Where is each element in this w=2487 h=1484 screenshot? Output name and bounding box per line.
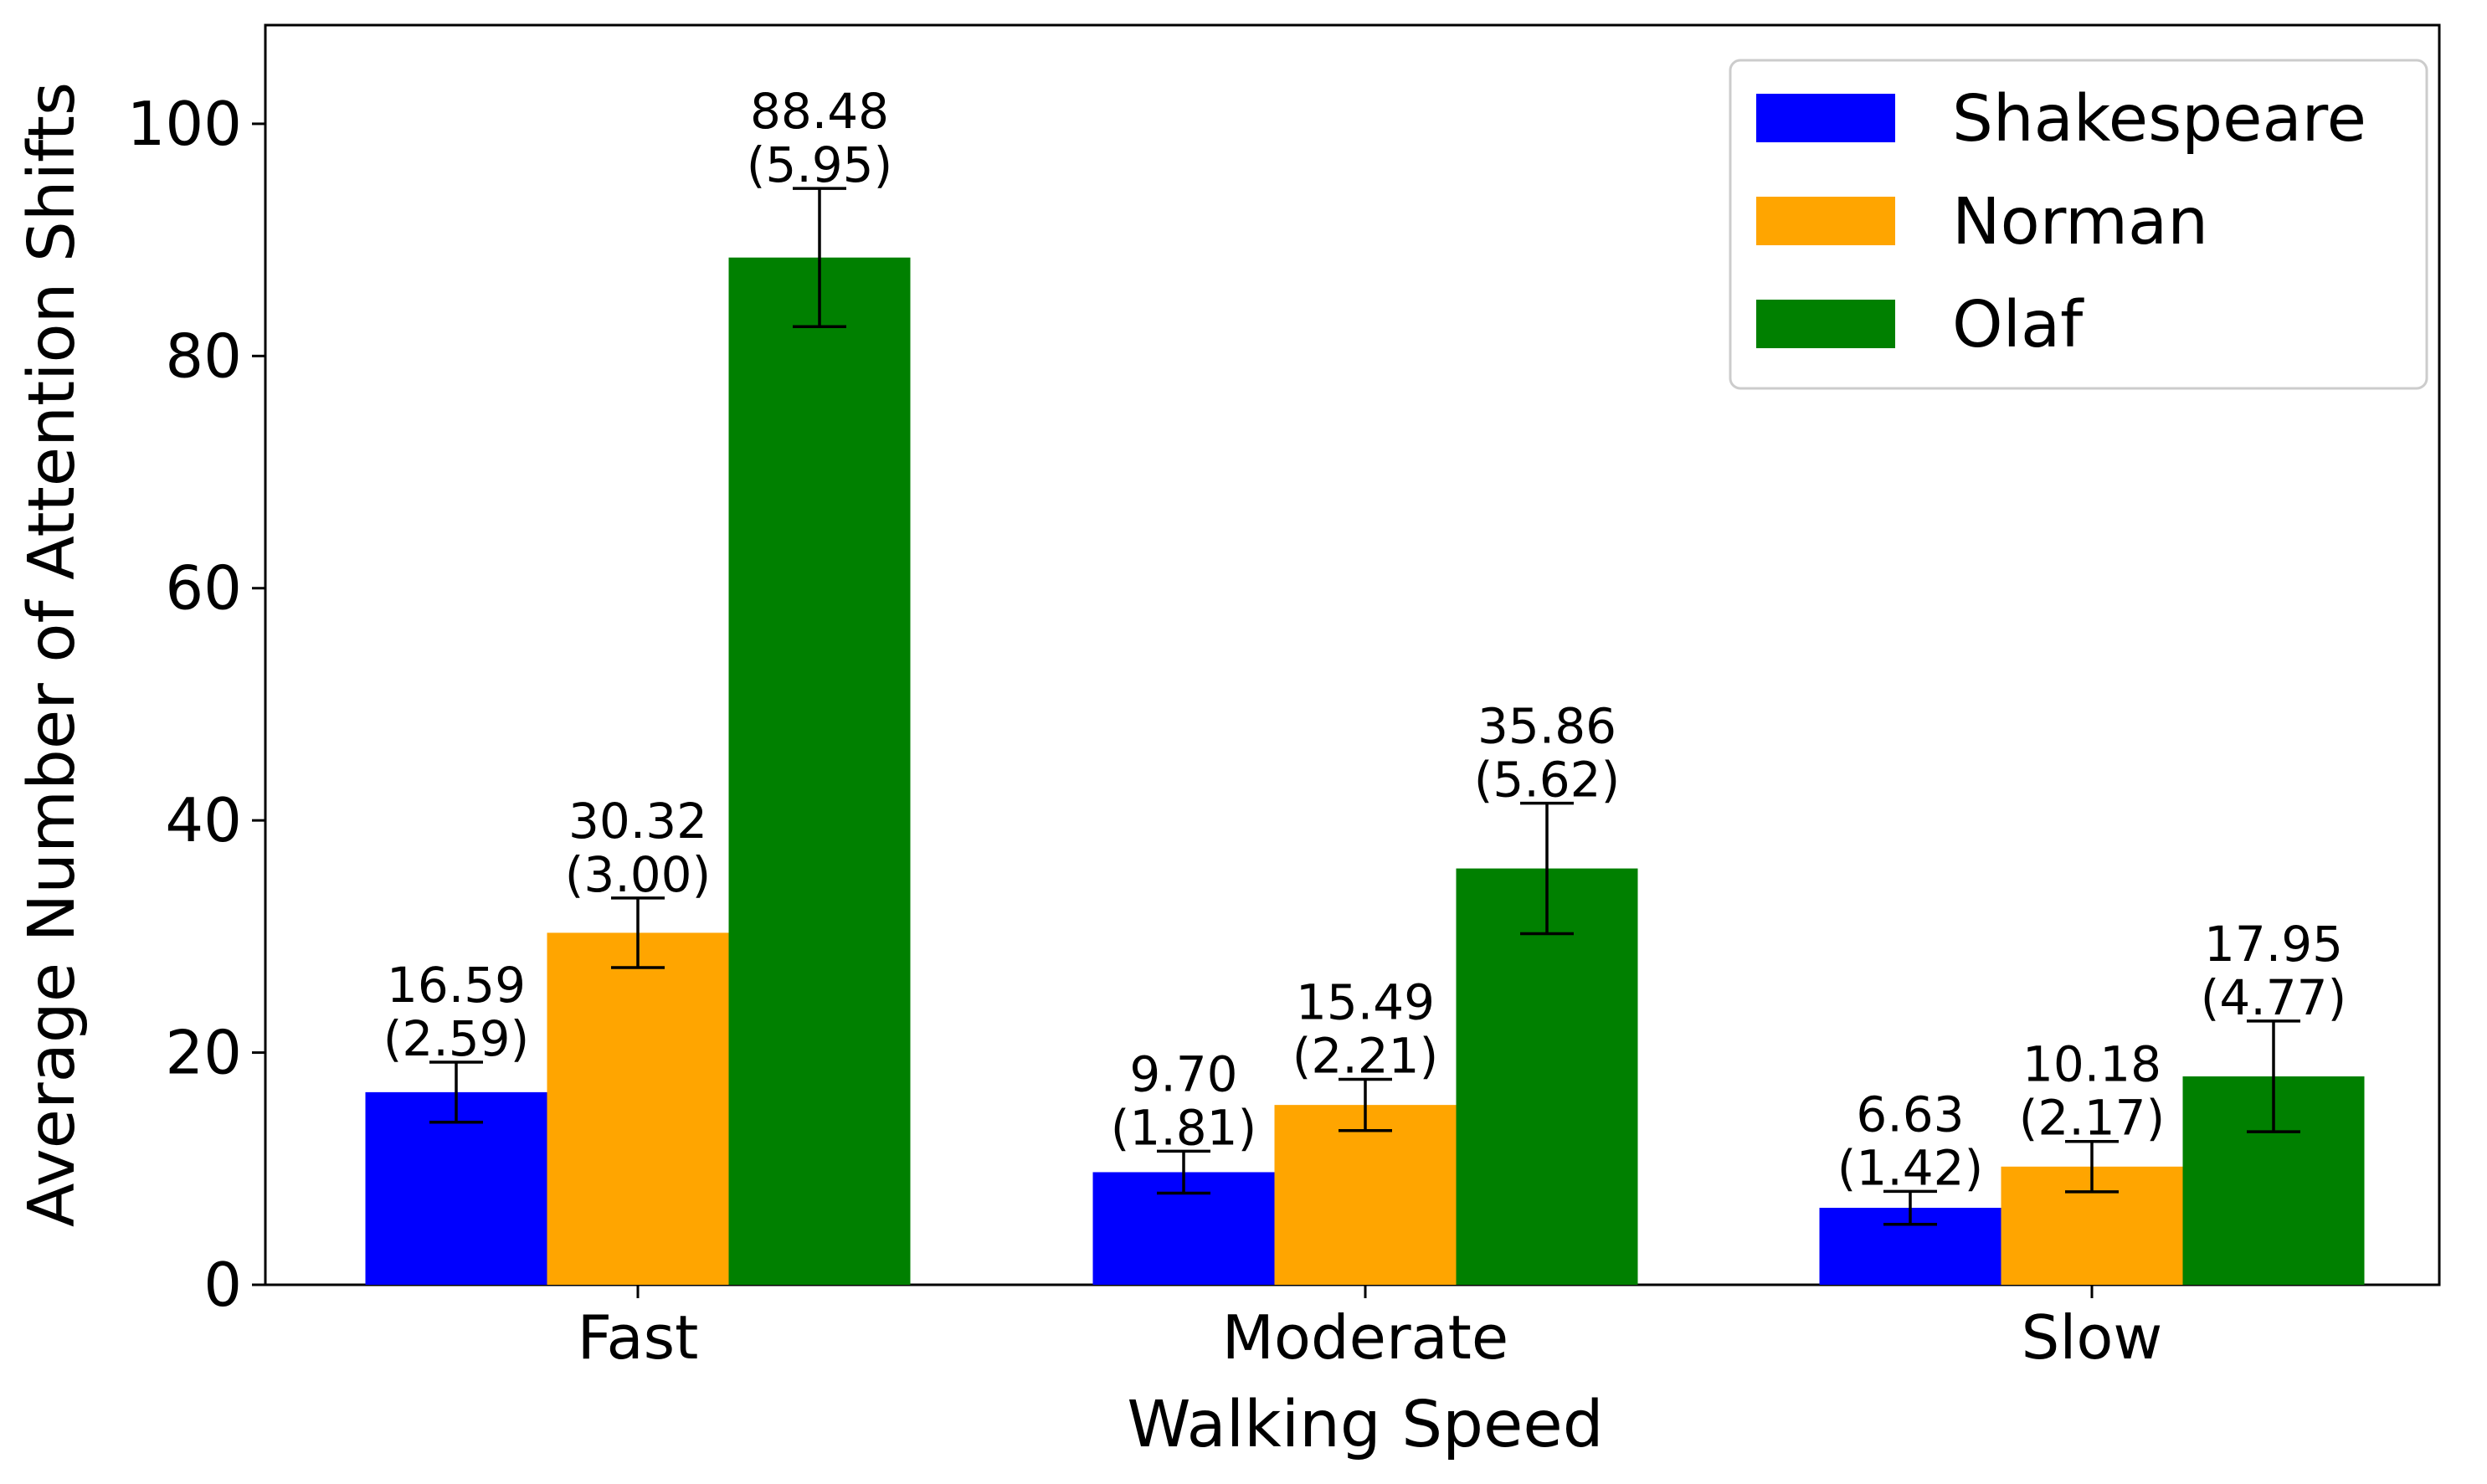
- y-tick-label: 60: [165, 553, 242, 624]
- data-label-error: (1.81): [1111, 1099, 1256, 1156]
- data-label-error: (5.95): [747, 136, 892, 193]
- data-label-value: 6.63: [1856, 1086, 1964, 1143]
- legend-label: Norman: [1952, 185, 2208, 259]
- data-label-value: 10.18: [2022, 1036, 2161, 1093]
- data-label-error: (3.00): [565, 846, 711, 903]
- bar: [728, 257, 911, 1285]
- data-labels-group: 16.59(2.59) 9.70(1.81) 6.63(1.42) 30.32(3.0…: [383, 83, 2346, 1196]
- bar: [1456, 868, 1638, 1285]
- data-label-error: (2.21): [1292, 1027, 1438, 1084]
- legend-label: Olaf: [1952, 288, 2084, 362]
- y-tick-label: 0: [203, 1250, 242, 1320]
- legend: Shakespeare Norman Olaf: [1729, 59, 2428, 390]
- bar: [365, 1091, 547, 1285]
- y-axis-title: Average Number of Attention Shifts: [15, 82, 90, 1227]
- data-label-value: 16.59: [387, 957, 526, 1014]
- x-tick-label: Slow: [2022, 1302, 2163, 1373]
- bar-series-group: [365, 257, 2365, 1285]
- data-label-value: 30.32: [568, 793, 707, 850]
- data-label-error: (4.77): [2201, 969, 2346, 1026]
- y-axis: 0 20 40 60 80 100: [127, 89, 265, 1320]
- x-axis-title: Walking Speed: [1127, 1388, 1603, 1462]
- legend-swatch: [1756, 94, 1895, 142]
- x-tick-label: Fast: [578, 1302, 699, 1373]
- y-tick-label: 100: [127, 89, 242, 159]
- x-tick-label: Moderate: [1222, 1302, 1508, 1373]
- bar: [1274, 1105, 1457, 1285]
- x-axis: Fast Moderate Slow: [578, 1285, 2163, 1373]
- legend-swatch: [1756, 197, 1895, 245]
- data-label-value: 15.49: [1296, 973, 1435, 1030]
- data-label-value: 35.86: [1477, 698, 1616, 755]
- legend-box: [1729, 59, 2428, 390]
- y-tick-label: 80: [165, 321, 242, 391]
- data-label-error: (2.17): [2019, 1090, 2165, 1147]
- data-label-value: 17.95: [2204, 916, 2343, 973]
- error-bars-group: [429, 187, 2300, 1226]
- data-label-error: (1.42): [1837, 1139, 1983, 1196]
- y-tick-label: 20: [165, 1018, 242, 1088]
- y-tick-label: 40: [165, 785, 242, 855]
- legend-label: Shakespeare: [1952, 82, 2366, 157]
- legend-swatch: [1756, 300, 1895, 348]
- bar: [547, 932, 729, 1285]
- data-label-error: (2.59): [383, 1010, 529, 1067]
- data-label-value: 9.70: [1129, 1045, 1237, 1102]
- data-label-error: (5.62): [1474, 752, 1620, 809]
- data-label-value: 88.48: [750, 83, 889, 140]
